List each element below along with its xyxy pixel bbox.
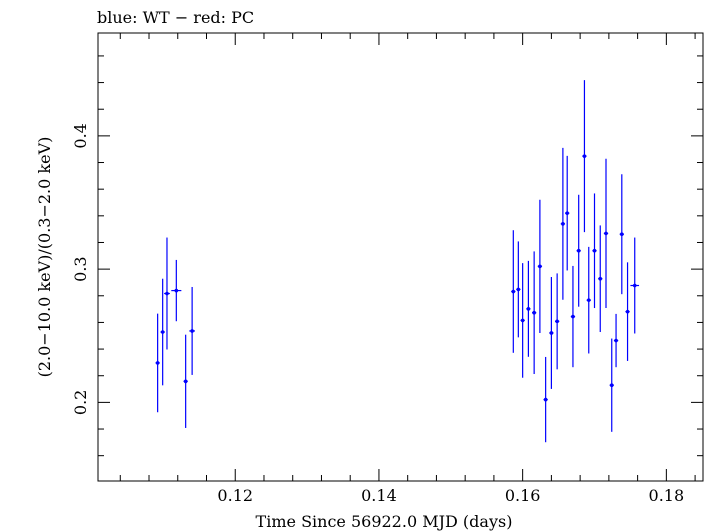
plot-frame [97, 32, 704, 482]
y-tick-label: 0.2 [71, 390, 90, 415]
data-point [171, 259, 182, 322]
y-axis-label: (2.0−10.0 keV)/(0.3−2.0 keV) [35, 137, 54, 378]
point-marker [561, 222, 565, 226]
x-tick-label: 0.14 [361, 486, 397, 505]
data-point [543, 356, 548, 443]
data-point [554, 273, 560, 370]
data-point [625, 262, 630, 361]
data-point [549, 276, 554, 389]
point-marker [609, 383, 614, 387]
point-marker [160, 330, 165, 334]
data-point [592, 193, 597, 309]
data-point [613, 313, 619, 368]
point-marker [549, 331, 554, 335]
data-point [516, 241, 521, 338]
point-marker [625, 309, 630, 314]
point-marker [190, 329, 194, 333]
x-axis: 0.12 0.14 0.16 0.18 [119, 33, 696, 505]
point-marker [620, 232, 624, 237]
data-point [537, 199, 543, 333]
point-marker [543, 397, 548, 402]
data-series [155, 80, 640, 443]
point-marker [632, 283, 637, 288]
y-axis: 0.2 0.3 0.4 [71, 55, 703, 457]
chart-title: blue: WT − red: PC [97, 8, 254, 27]
point-marker [592, 248, 597, 253]
data-point [155, 313, 160, 413]
point-marker [516, 287, 521, 292]
y-tick-label: 0.3 [71, 256, 90, 281]
data-point [586, 246, 591, 354]
point-marker [174, 288, 179, 293]
data-point [603, 158, 609, 309]
point-marker [520, 318, 525, 323]
x-tick-label: 0.16 [505, 486, 541, 505]
data-point [598, 225, 603, 333]
point-marker [532, 310, 536, 315]
point-marker [526, 307, 531, 311]
point-marker [598, 276, 603, 281]
data-point [160, 278, 165, 386]
data-point [189, 286, 196, 375]
data-point [531, 251, 537, 374]
point-marker [555, 319, 559, 324]
point-marker [571, 314, 575, 319]
point-marker [582, 154, 587, 158]
point-marker [538, 264, 542, 269]
data-point [570, 265, 576, 368]
data-point [582, 80, 587, 233]
point-marker [155, 361, 160, 365]
data-point [183, 334, 188, 428]
point-marker [604, 231, 608, 236]
data-point [560, 147, 566, 300]
point-marker [565, 211, 569, 215]
x-tick-label: 0.18 [649, 486, 685, 505]
x-axis-label: Time Since 56922.0 MJD (days) [256, 512, 513, 531]
data-point [164, 237, 170, 350]
data-point [565, 155, 570, 271]
data-point [609, 338, 614, 432]
data-point [511, 230, 516, 353]
point-marker [165, 291, 169, 296]
data-point [630, 237, 640, 334]
point-marker [576, 248, 581, 253]
data-point [526, 260, 531, 357]
data-point [619, 174, 624, 295]
point-marker [586, 298, 591, 302]
y-tick-label: 0.4 [71, 123, 90, 148]
point-marker [183, 379, 188, 384]
x-tick-label: 0.12 [217, 486, 253, 505]
point-marker [511, 289, 516, 294]
data-point [576, 194, 581, 307]
data-point [520, 263, 525, 378]
point-marker [614, 338, 618, 343]
